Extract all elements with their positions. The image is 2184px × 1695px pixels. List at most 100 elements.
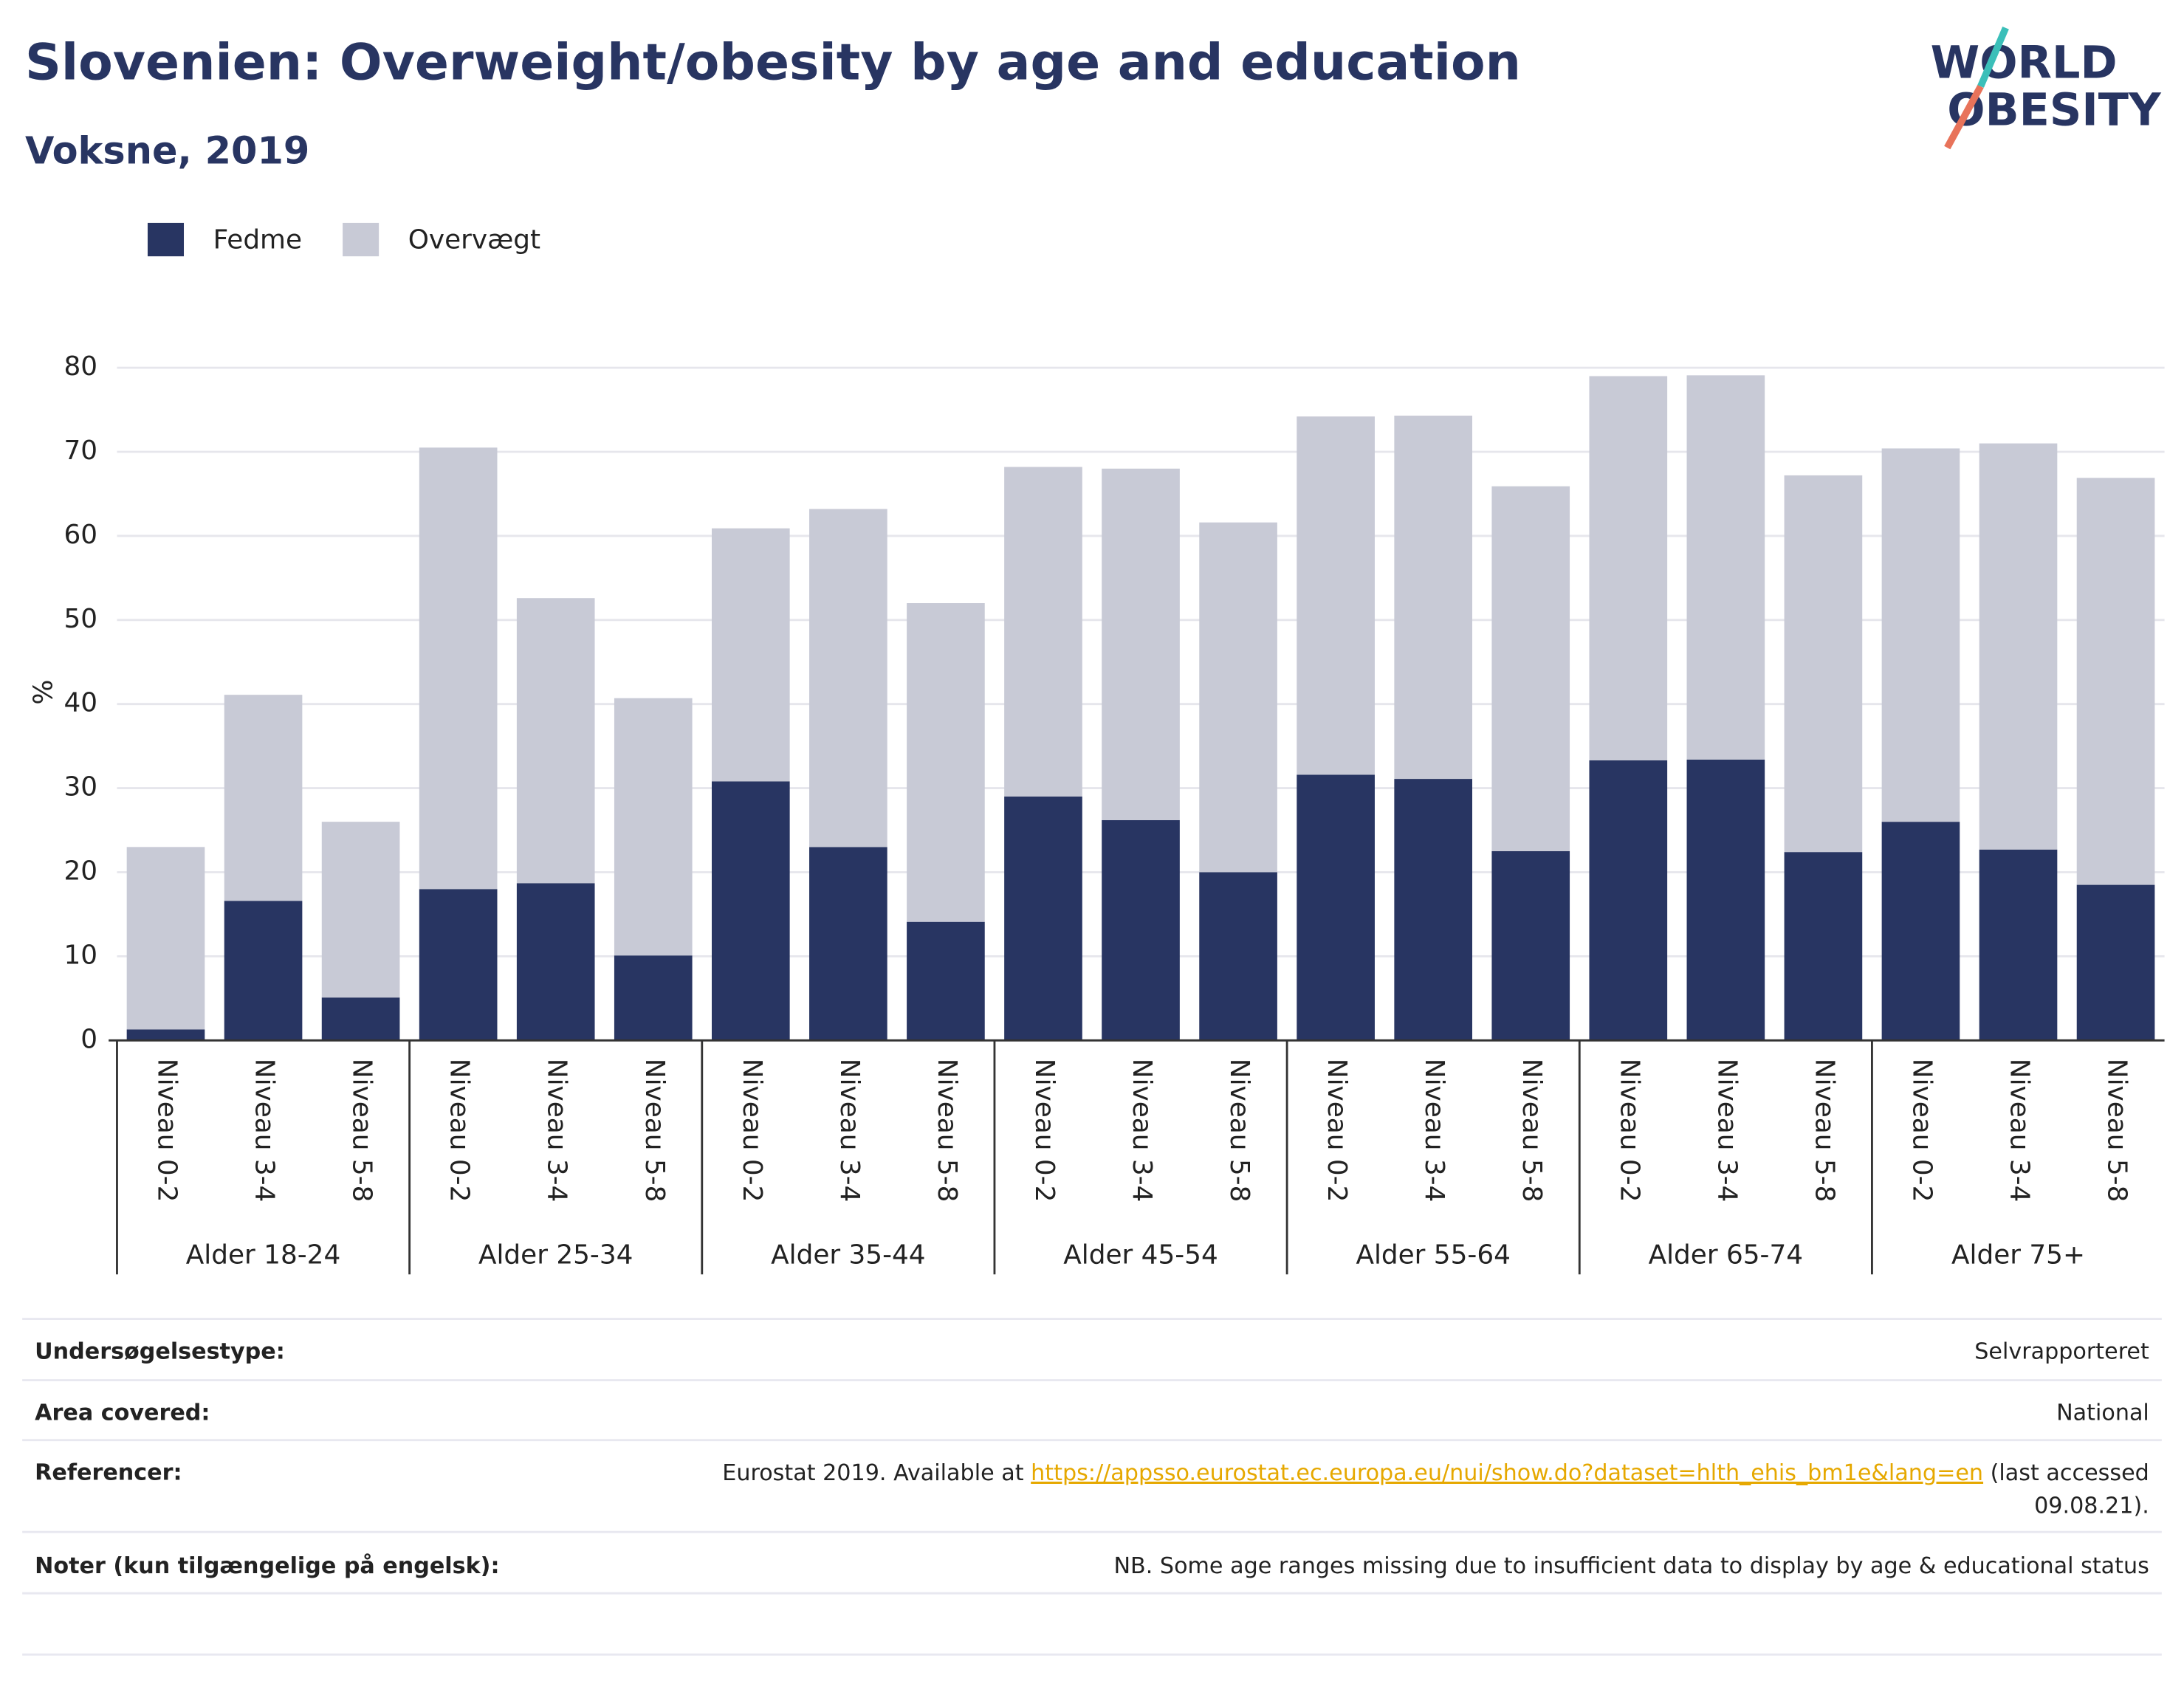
y-tick-label: 30 (63, 772, 97, 802)
group-label: Alder 18-24 (186, 1240, 340, 1271)
bar-segment (614, 698, 693, 956)
row-value: Selvrapporteret (1974, 1338, 2149, 1364)
x-tick-label: Niveau 0-2 (1614, 1059, 1644, 1203)
bar-segment (516, 883, 595, 1041)
logo-text: WORLD (1931, 37, 2118, 89)
row-value: 09.08.21). (2034, 1493, 2149, 1519)
bar-segment (224, 695, 303, 901)
x-tick-label: Niveau 0-2 (1322, 1059, 1352, 1203)
group-label: Alder 25-34 (478, 1240, 633, 1271)
x-tick-label: Niveau 5-8 (1224, 1059, 1254, 1203)
bar-segment (1784, 475, 1863, 853)
x-tick-label: Niveau 3-4 (542, 1059, 572, 1203)
x-tick-label: Niveau 0-2 (444, 1059, 475, 1203)
y-tick-label: 10 (63, 940, 97, 970)
bar-segment (516, 598, 595, 884)
x-tick-label: Niveau 5-8 (2102, 1059, 2132, 1203)
bar-segment (1979, 443, 2058, 850)
bar-segment (321, 822, 400, 998)
y-tick-label: 0 (80, 1024, 97, 1054)
bar-segment (614, 955, 693, 1041)
x-tick-label: Niveau 3-4 (1711, 1059, 1742, 1203)
bar-segment (1686, 759, 1765, 1041)
x-tick-label: Niveau 3-4 (250, 1059, 280, 1203)
bar-segment (2076, 478, 2155, 885)
legend-swatch (343, 222, 380, 257)
reference-text: (last accessed (1983, 1460, 2149, 1485)
bar-segment (1589, 760, 1668, 1041)
bar-segment (419, 889, 498, 1041)
group-label: Alder 35-44 (771, 1240, 925, 1271)
bar-segment (711, 781, 790, 1041)
row-value: NB. Some age ranges missing due to insuf… (1113, 1553, 2149, 1579)
bar-segment (1394, 779, 1473, 1041)
legend-swatch (147, 222, 185, 257)
logo-slash (1977, 26, 2009, 88)
bar-segment (1491, 486, 1570, 852)
bar-segment (809, 509, 887, 848)
x-tick-label: Niveau 0-2 (737, 1059, 767, 1203)
bar-segment (1979, 849, 2058, 1041)
y-axis-label: % (28, 680, 58, 705)
bar-segment (419, 447, 498, 890)
logo-slash (1944, 84, 1984, 150)
logo: WORLD OBESITY (1931, 26, 2162, 150)
x-tick-label: Niveau 5-8 (1809, 1059, 1839, 1203)
logo-text: OBESITY (1947, 84, 2162, 136)
y-tick-label: 80 (63, 351, 97, 382)
y-tick-label: 50 (63, 604, 97, 634)
legend-label: Fedme (213, 224, 302, 255)
x-tick-label: Niveau 5-8 (1517, 1059, 1547, 1203)
x-tick-label: Niveau 5-8 (347, 1059, 377, 1203)
bar-segment (1004, 467, 1082, 797)
bar-segment (1297, 416, 1375, 775)
bar-segment (1686, 375, 1765, 760)
bar-segment (126, 847, 205, 1030)
bar-segment (2076, 884, 2155, 1041)
bar-segment (1004, 796, 1082, 1041)
row-label: Area covered: (35, 1400, 210, 1426)
bar-segment (1297, 774, 1375, 1041)
x-tick-label: Niveau 0-2 (1906, 1059, 1937, 1203)
group-label: Alder 65-74 (1649, 1240, 1803, 1271)
chart-subtitle: Voksne, 2019 (25, 130, 309, 173)
x-tick-label: Niveau 5-8 (639, 1059, 670, 1203)
bar-segment (1491, 851, 1570, 1041)
y-tick-label: 70 (63, 436, 97, 466)
bar-segment (809, 847, 887, 1041)
reference-text: Eurostat 2019. Available at (722, 1460, 1031, 1485)
bar-segment (907, 603, 985, 922)
x-tick-label: Niveau 3-4 (1419, 1059, 1449, 1203)
group-label: Alder 55-64 (1356, 1240, 1510, 1271)
group-label: Alder 75+ (1951, 1240, 2085, 1271)
reference-link: https://appsso.eurostat.ec.europa.eu/nui… (1031, 1460, 1983, 1485)
bar-segment (711, 528, 790, 782)
bar-segment (1881, 448, 1960, 822)
bar-segment (321, 997, 400, 1041)
x-tick-label: Niveau 0-2 (1029, 1059, 1060, 1203)
bar-segment (126, 1029, 205, 1041)
bar-segment (1784, 852, 1863, 1041)
bar-segment (1102, 819, 1180, 1041)
bar-segment (1881, 822, 1960, 1041)
y-tick-label: 40 (63, 688, 97, 718)
row-label: Referencer: (35, 1460, 182, 1485)
x-tick-label: Niveau 3-4 (834, 1059, 865, 1203)
x-tick-label: Niveau 0-2 (151, 1059, 182, 1203)
x-tick-label: Niveau 3-4 (2005, 1059, 2035, 1203)
row-value: National (2056, 1400, 2149, 1426)
row-value: Eurostat 2019. Available at https://apps… (722, 1460, 2149, 1485)
bar-segment (1102, 468, 1180, 820)
x-tick-label: Niveau 5-8 (932, 1059, 962, 1203)
bar-segment (1394, 416, 1473, 780)
group-label: Alder 45-54 (1063, 1240, 1218, 1271)
x-tick-label: Niveau 3-4 (1127, 1059, 1157, 1203)
bar-segment (224, 901, 303, 1041)
row-label: Noter (kun tilgængelige på engelsk): (35, 1553, 499, 1579)
y-tick-label: 20 (63, 856, 97, 886)
bar-segment (1199, 872, 1277, 1041)
legend-label: Overvægt (408, 224, 540, 255)
bar-segment (1199, 522, 1277, 873)
